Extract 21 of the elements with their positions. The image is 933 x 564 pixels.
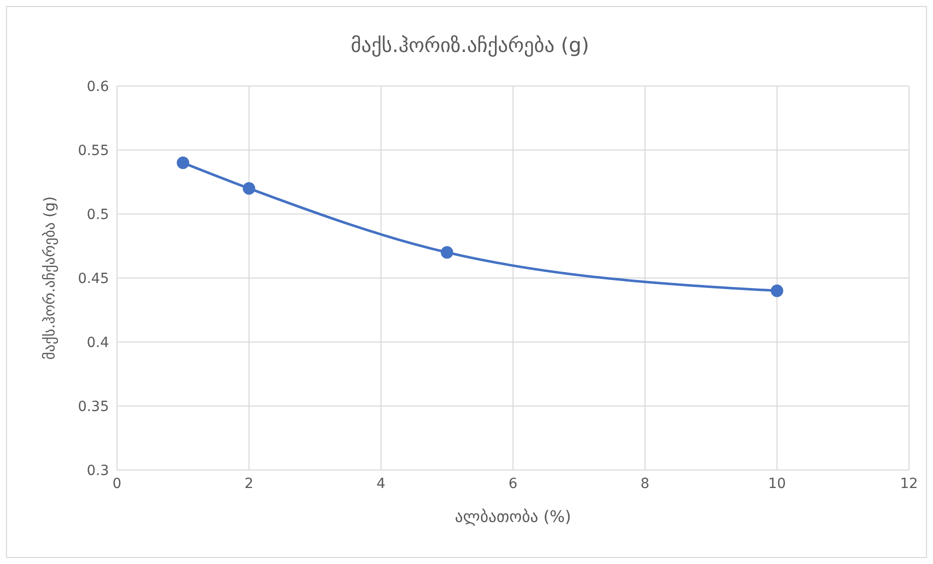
y-tick-label: 0.45	[78, 270, 109, 287]
x-tick-label: 10	[768, 476, 786, 492]
x-tick-label: 0	[112, 476, 122, 492]
point	[440, 246, 454, 259]
y-tick-label: 0.3	[86, 462, 109, 479]
x-axis-title: ალბათობა (%)	[454, 507, 572, 526]
y-tick-label: 0.4	[86, 334, 110, 351]
y-tick-label: 0.6	[86, 78, 110, 95]
y-tick-label: 0.5	[86, 206, 109, 223]
x-tick-label: 6	[508, 476, 518, 492]
y-axis-title: მაქს.ჰორ.აჩქარება (g)	[40, 196, 58, 360]
point	[176, 156, 190, 170]
y-tick-label: 0.35	[78, 398, 109, 415]
x-tick-label: 2	[244, 476, 254, 492]
point	[770, 284, 784, 298]
point	[242, 182, 256, 195]
x-tick-label: 4	[376, 476, 386, 492]
x-tick-label: 12	[900, 476, 918, 492]
chart-title: მაქს.ჰორიზ.აჩქარება (g)	[350, 33, 590, 57]
y-tick-label: 0.55	[78, 142, 109, 159]
x-tick-label: 8	[640, 476, 650, 492]
